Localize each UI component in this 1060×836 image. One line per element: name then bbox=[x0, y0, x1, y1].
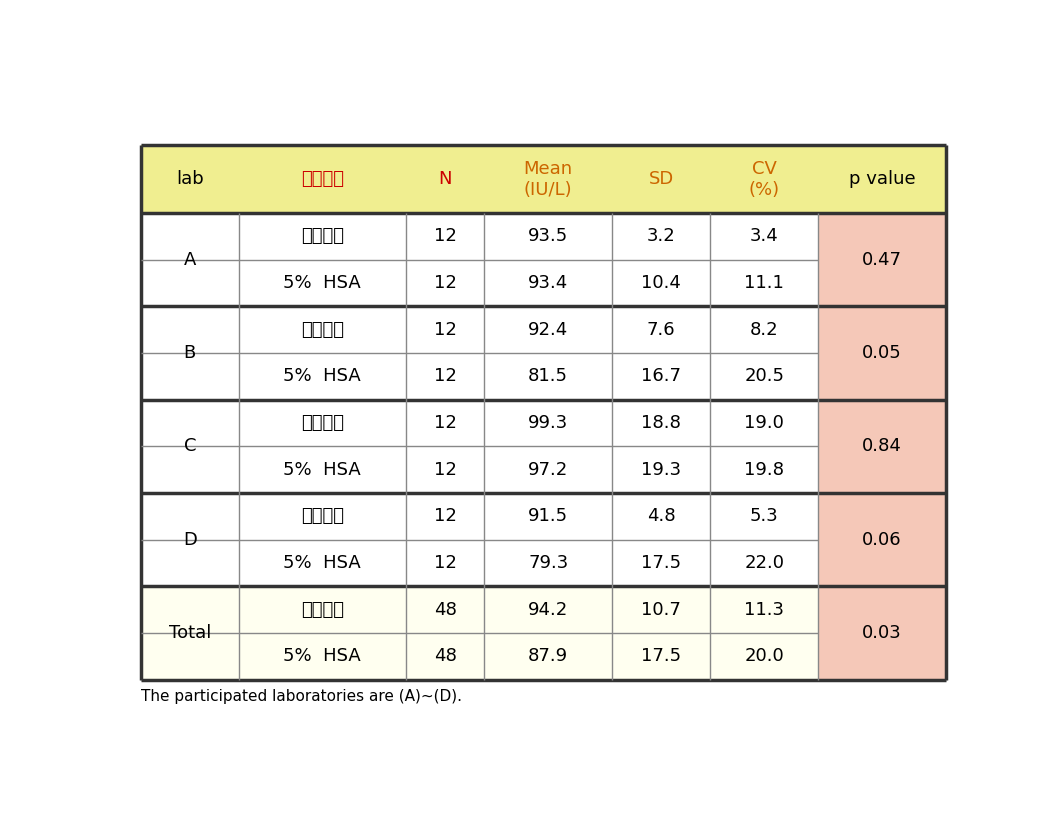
Text: 92.4: 92.4 bbox=[528, 321, 568, 339]
Text: 11.3: 11.3 bbox=[744, 600, 784, 619]
Text: 음성혈장: 음성혈장 bbox=[301, 321, 343, 339]
Bar bbox=[141, 446, 818, 493]
Text: 0.03: 0.03 bbox=[862, 624, 902, 642]
Bar bbox=[141, 493, 818, 540]
Bar bbox=[141, 633, 818, 680]
Text: 12: 12 bbox=[434, 554, 457, 572]
Text: 음성혈장: 음성혈장 bbox=[301, 414, 343, 432]
Text: 12: 12 bbox=[434, 367, 457, 385]
Text: 11.1: 11.1 bbox=[744, 274, 784, 292]
Text: 12: 12 bbox=[434, 507, 457, 525]
Text: 5%  HSA: 5% HSA bbox=[283, 274, 361, 292]
Bar bbox=[141, 353, 818, 400]
Text: 0.84: 0.84 bbox=[862, 437, 902, 456]
Text: 17.5: 17.5 bbox=[641, 647, 682, 665]
Text: 19.3: 19.3 bbox=[641, 461, 682, 479]
Text: 99.3: 99.3 bbox=[528, 414, 568, 432]
Bar bbox=[141, 213, 818, 260]
Bar bbox=[141, 400, 818, 446]
Text: CV
(%): CV (%) bbox=[748, 160, 780, 199]
Text: 10.4: 10.4 bbox=[641, 274, 681, 292]
Text: 20.5: 20.5 bbox=[744, 367, 784, 385]
Text: B: B bbox=[183, 344, 196, 362]
Text: 희석용액: 희석용액 bbox=[301, 171, 343, 188]
Bar bbox=[818, 400, 946, 493]
Text: 97.2: 97.2 bbox=[528, 461, 568, 479]
Text: C: C bbox=[183, 437, 196, 456]
Text: D: D bbox=[183, 531, 197, 548]
Bar bbox=[818, 306, 946, 400]
Text: p value: p value bbox=[849, 171, 915, 188]
Bar bbox=[141, 586, 818, 633]
Text: 20.0: 20.0 bbox=[744, 647, 784, 665]
Text: N: N bbox=[439, 171, 452, 188]
Text: 12: 12 bbox=[434, 414, 457, 432]
Text: 87.9: 87.9 bbox=[528, 647, 568, 665]
Text: 91.5: 91.5 bbox=[528, 507, 568, 525]
Text: 12: 12 bbox=[434, 461, 457, 479]
Bar bbox=[818, 586, 946, 680]
Text: 음성혈장: 음성혈장 bbox=[301, 507, 343, 525]
Text: 12: 12 bbox=[434, 274, 457, 292]
Text: 81.5: 81.5 bbox=[528, 367, 568, 385]
Text: 7.6: 7.6 bbox=[647, 321, 675, 339]
Text: 17.5: 17.5 bbox=[641, 554, 682, 572]
Bar bbox=[141, 260, 818, 306]
Text: 48: 48 bbox=[434, 600, 457, 619]
Text: 94.2: 94.2 bbox=[528, 600, 568, 619]
Bar bbox=[141, 145, 946, 213]
Text: 12: 12 bbox=[434, 227, 457, 245]
Text: 음성혈장: 음성혈장 bbox=[301, 600, 343, 619]
Text: 3.4: 3.4 bbox=[749, 227, 778, 245]
Text: 48: 48 bbox=[434, 647, 457, 665]
Text: 93.4: 93.4 bbox=[528, 274, 568, 292]
Text: A: A bbox=[183, 251, 196, 268]
Text: Total: Total bbox=[169, 624, 211, 642]
Text: 0.05: 0.05 bbox=[862, 344, 902, 362]
Text: 0.47: 0.47 bbox=[862, 251, 902, 268]
Text: 5%  HSA: 5% HSA bbox=[283, 367, 361, 385]
Text: 10.7: 10.7 bbox=[641, 600, 681, 619]
Text: 5%  HSA: 5% HSA bbox=[283, 554, 361, 572]
Text: The participated laboratories are (A)~(D).: The participated laboratories are (A)~(D… bbox=[141, 690, 462, 704]
Bar bbox=[141, 540, 818, 586]
Bar bbox=[818, 213, 946, 306]
Text: 4.8: 4.8 bbox=[647, 507, 675, 525]
Bar bbox=[818, 493, 946, 586]
Text: 음성혈장: 음성혈장 bbox=[301, 227, 343, 245]
Text: 0.06: 0.06 bbox=[862, 531, 902, 548]
Text: 19.0: 19.0 bbox=[744, 414, 784, 432]
Text: 5.3: 5.3 bbox=[749, 507, 778, 525]
Text: 93.5: 93.5 bbox=[528, 227, 568, 245]
Text: 18.8: 18.8 bbox=[641, 414, 681, 432]
Text: 79.3: 79.3 bbox=[528, 554, 568, 572]
Text: lab: lab bbox=[176, 171, 204, 188]
Text: 19.8: 19.8 bbox=[744, 461, 784, 479]
Text: 3.2: 3.2 bbox=[647, 227, 675, 245]
Text: 22.0: 22.0 bbox=[744, 554, 784, 572]
Text: 16.7: 16.7 bbox=[641, 367, 682, 385]
Text: 5%  HSA: 5% HSA bbox=[283, 647, 361, 665]
Text: SD: SD bbox=[649, 171, 674, 188]
Text: Mean
(IU/L): Mean (IU/L) bbox=[524, 160, 572, 199]
Text: 12: 12 bbox=[434, 321, 457, 339]
Bar bbox=[141, 306, 818, 353]
Text: 8.2: 8.2 bbox=[749, 321, 778, 339]
Text: 5%  HSA: 5% HSA bbox=[283, 461, 361, 479]
